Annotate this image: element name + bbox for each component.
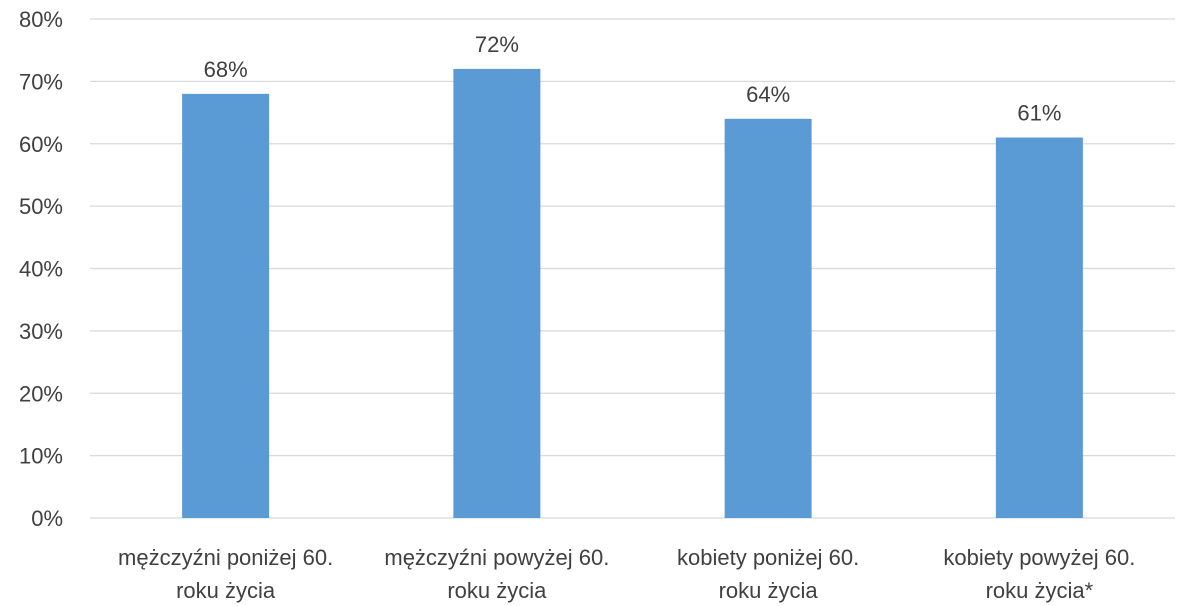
bar: [725, 119, 812, 518]
data-label: 61%: [1017, 101, 1061, 126]
category-labels: mężczyźni poniżej 60. roku życia mężczyźni…: [118, 545, 1135, 603]
category-label: kobiety powyżej 60.: [943, 545, 1135, 570]
category-label: mężczyźni powyżej 60.: [384, 545, 609, 570]
category-label: roku życia: [176, 578, 276, 603]
data-label: 64%: [746, 82, 790, 107]
y-tick-label: 40%: [19, 257, 63, 282]
y-axis-tick-labels: 0% 10% 20% 30% 40% 50% 60% 70% 80%: [19, 7, 63, 531]
category-label: roku życia*: [986, 578, 1094, 603]
bar: [996, 138, 1083, 518]
category-label: roku życia: [719, 578, 819, 603]
category-label: roku życia: [447, 578, 547, 603]
bar: [182, 94, 269, 518]
bar: [453, 69, 540, 518]
category-label: mężczyźni poniżej 60.: [118, 545, 333, 570]
y-tick-label: 70%: [19, 69, 63, 94]
y-tick-label: 80%: [19, 7, 63, 32]
bars: [182, 69, 1083, 518]
y-tick-label: 60%: [19, 132, 63, 157]
category-label: kobiety poniżej 60.: [677, 545, 859, 570]
y-tick-label: 10%: [19, 444, 63, 469]
data-label: 68%: [204, 57, 248, 82]
y-tick-label: 30%: [19, 319, 63, 344]
data-labels: 68% 72% 64% 61%: [204, 32, 1062, 126]
y-tick-label: 50%: [19, 194, 63, 219]
data-label: 72%: [475, 32, 519, 57]
y-tick-label: 0%: [31, 506, 63, 531]
y-tick-label: 20%: [19, 381, 63, 406]
